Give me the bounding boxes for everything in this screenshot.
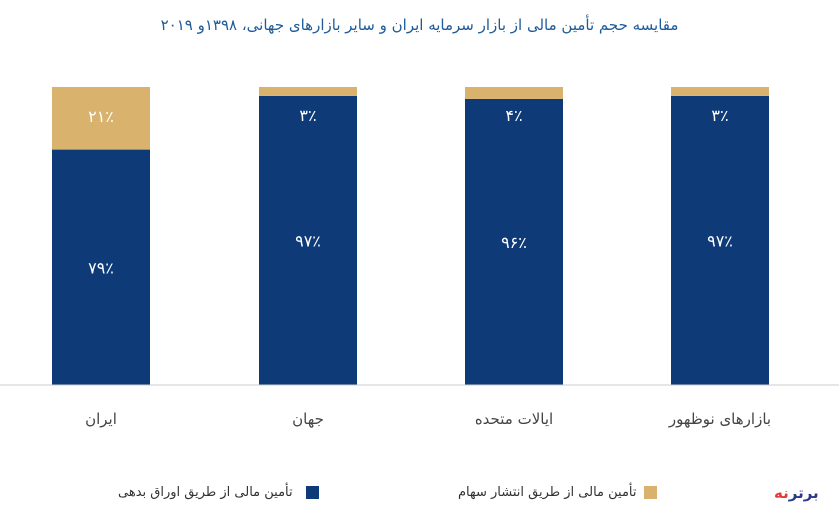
bar-segment-equity-0 [52, 87, 150, 150]
legend-item-equity: تأمین مالی از طریق انتشار سهام [458, 483, 657, 501]
logo-text: برتر [788, 484, 819, 502]
data-label-equity-1: ۳٪ [299, 106, 316, 125]
data-label-debt-1: ۹۷٪ [295, 231, 321, 250]
bar-segment-debt-1 [259, 95, 357, 385]
bar-segment-debt-0 [52, 149, 150, 385]
legend-swatch-debt [305, 485, 319, 499]
data-label-debt-3: ۹۷٪ [707, 231, 733, 250]
data-label-debt-2: ۹۶٪ [501, 233, 527, 252]
category-label-1: جهان [292, 410, 324, 428]
logo-accent-text: نه [774, 484, 789, 502]
bar-segment-debt-2 [465, 98, 563, 386]
bars-layer: ۷۹٪ ۲۱٪ ۹۷٪ ۳٪ ۹۶٪ ۴٪ ۹۷٪ ۳٪ [52, 87, 769, 386]
bar-segment-equity-2 [465, 87, 563, 99]
brand-logo: برترنه [774, 484, 819, 502]
bar-segment-equity-3 [671, 87, 769, 96]
chart-title: مقایسه حجم تأمین مالی از بازار سرمایه ای… [160, 16, 679, 34]
legend-label-equity: تأمین مالی از طریق انتشار سهام [458, 484, 637, 500]
data-label-equity-3: ۳٪ [711, 106, 728, 125]
data-label-equity-0: ۲۱٪ [88, 107, 114, 126]
category-label-0: ایران [85, 410, 117, 428]
data-label-equity-2: ۴٪ [505, 106, 522, 125]
category-labels-layer: ایران جهان ایالات متحده بازارهای نوظهور [85, 410, 771, 428]
legend-label-debt: تأمین مالی از طریق اوراق بدهی [118, 484, 293, 500]
bar-segment-equity-1 [259, 87, 357, 96]
category-label-2: ایالات متحده [475, 410, 553, 428]
data-label-debt-0: ۷۹٪ [88, 258, 114, 277]
legend-swatch-equity [643, 485, 657, 499]
legend-item-debt: تأمین مالی از طریق اوراق بدهی [118, 483, 319, 501]
bar-segment-debt-3 [671, 95, 769, 385]
category-label-3: بازارهای نوظهور [668, 410, 771, 428]
